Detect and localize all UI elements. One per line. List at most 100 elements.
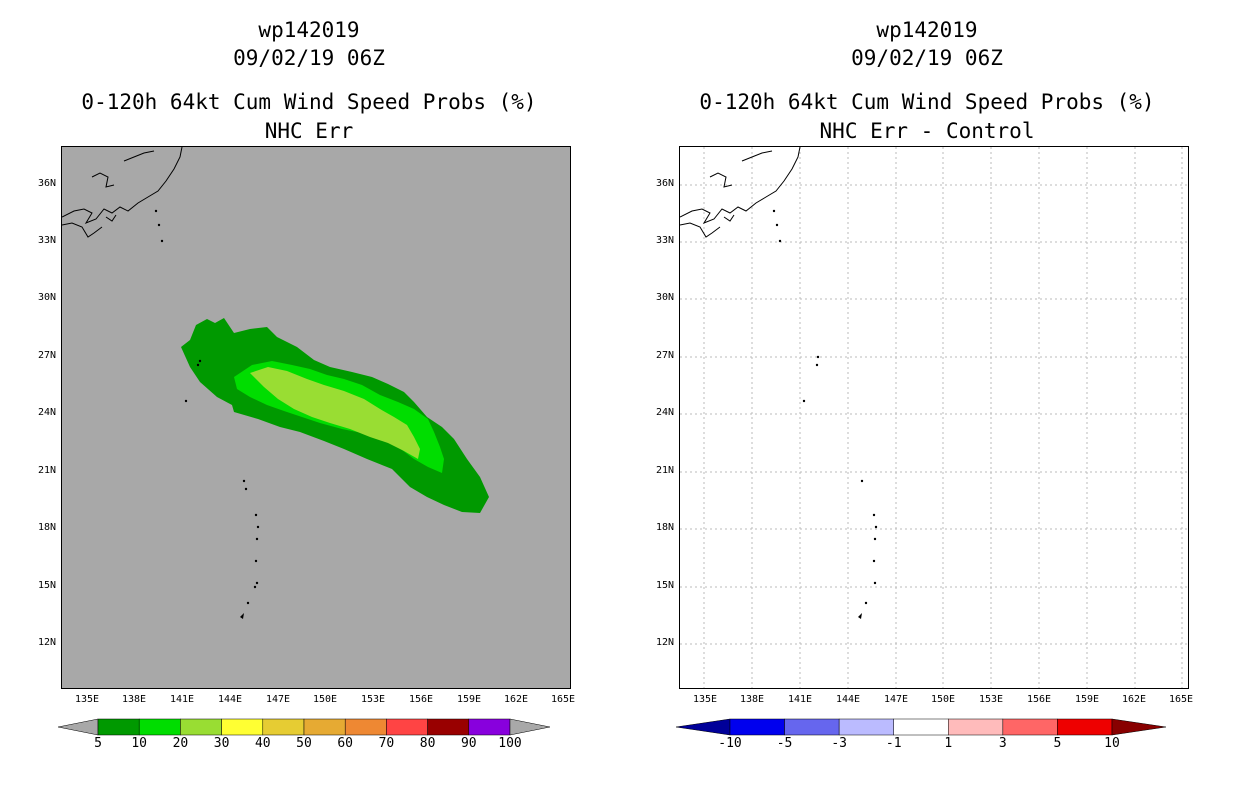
colorbar-box xyxy=(97,718,140,736)
lat-label: 33N xyxy=(655,235,674,246)
probability-map-svg xyxy=(62,147,570,688)
lon-label: 159E xyxy=(1074,694,1100,705)
product-title-right: 0-120h 64kt Cum Wind Speed Probs (%) xyxy=(699,90,1155,114)
lat-label: 30N xyxy=(37,292,56,303)
colorbar-label: 80 xyxy=(419,736,436,751)
colorbar-label: 60 xyxy=(337,736,354,751)
colorbar-end-high xyxy=(509,718,551,736)
colorbar-box xyxy=(138,718,181,736)
gridlines xyxy=(680,147,1188,688)
subtitle-right: NHC Err - Control xyxy=(819,119,1035,143)
colorbar-label: 3 xyxy=(998,736,1007,751)
islands xyxy=(154,209,260,619)
lat-label: 15N xyxy=(37,580,56,591)
lon-label: 159E xyxy=(456,694,482,705)
prob-contour-20pct xyxy=(250,367,420,459)
colorbar-box xyxy=(1002,718,1058,736)
lat-label: 24N xyxy=(655,407,674,418)
storm-id-right: wp142019 xyxy=(876,18,978,42)
lat-label: 27N xyxy=(655,350,674,361)
colorbar-box xyxy=(468,718,511,736)
lon-label: 141E xyxy=(169,694,195,705)
colorbar-end-low xyxy=(58,718,99,736)
colorbar-label: 10 xyxy=(131,736,148,751)
colorbar-box xyxy=(948,718,1004,736)
lon-label: 138E xyxy=(121,694,147,705)
colorbar-label: 1 xyxy=(944,736,953,751)
islands xyxy=(772,209,878,619)
colorbar-label: 90 xyxy=(460,736,477,751)
lon-label: 150E xyxy=(312,694,338,705)
colorbar-box xyxy=(893,718,949,736)
lat-label: 18N xyxy=(655,522,674,533)
lon-label: 153E xyxy=(360,694,386,705)
product-title-left: 0-120h 64kt Cum Wind Speed Probs (%) xyxy=(81,90,537,114)
coastlines xyxy=(62,147,183,238)
difference-map xyxy=(679,146,1189,689)
lon-label: 165E xyxy=(1168,694,1194,705)
colorbar-box xyxy=(838,718,894,736)
colorbar-label: -3 xyxy=(831,736,847,751)
colorbar-box xyxy=(729,718,785,736)
colorbar-box xyxy=(386,718,428,736)
right-panel: wp142019 09/02/19 06Z 0-120h 64kt Cum Wi… xyxy=(618,0,1236,800)
lat-label: 30N xyxy=(655,292,674,303)
colorbar-box xyxy=(784,718,840,736)
lat-label: 33N xyxy=(37,235,56,246)
coastlines xyxy=(680,147,801,238)
lat-label: 12N xyxy=(655,637,674,648)
lon-label: 162E xyxy=(503,694,529,705)
colorbar-label: 50 xyxy=(296,736,312,751)
colorbar-label: 20 xyxy=(172,736,189,751)
lon-label: 141E xyxy=(787,694,813,705)
colorbar-box xyxy=(180,718,222,736)
lat-label: 15N xyxy=(655,580,674,591)
lat-label: 21N xyxy=(37,465,56,476)
colorbar-box xyxy=(303,718,346,736)
colorbar-label: 10 xyxy=(1104,736,1120,751)
lat-label: 21N xyxy=(655,465,674,476)
colorbar-label: -10 xyxy=(718,736,742,751)
colorbar-box xyxy=(221,718,264,736)
lat-label: 27N xyxy=(37,350,56,361)
difference-map-svg xyxy=(680,147,1188,688)
colorbar-label: 5 xyxy=(94,736,102,751)
lon-label: 156E xyxy=(408,694,434,705)
colorbar-label: 70 xyxy=(378,736,395,751)
colorbar-left xyxy=(58,718,551,736)
lat-label: 24N xyxy=(37,407,56,418)
lon-label: 144E xyxy=(835,694,861,705)
lon-label: 150E xyxy=(930,694,956,705)
lon-label: 162E xyxy=(1121,694,1147,705)
subtitle-left: NHC Err xyxy=(264,119,354,143)
lon-label: 138E xyxy=(739,694,765,705)
lon-label: 135E xyxy=(692,694,718,705)
colorbar-right xyxy=(676,718,1167,736)
lon-label: 147E xyxy=(883,694,909,705)
colorbar-box xyxy=(1057,718,1113,736)
lon-label: 156E xyxy=(1026,694,1052,705)
colorbar-label: -5 xyxy=(776,736,793,751)
colorbar-box xyxy=(262,718,305,736)
lat-label: 36N xyxy=(37,178,56,189)
lon-label: 147E xyxy=(265,694,291,705)
colorbar-label: -1 xyxy=(885,736,902,751)
left-panel: wp142019 09/02/19 06Z 0-120h 64kt Cum Wi… xyxy=(37,18,576,751)
datetime-right: 09/02/19 06Z xyxy=(851,46,1003,70)
lon-label: 153E xyxy=(978,694,1004,705)
lat-label: 12N xyxy=(37,637,56,648)
colorbar-label: 5 xyxy=(1053,736,1062,751)
colorbar-end-low xyxy=(676,718,731,736)
lon-label: 165E xyxy=(550,694,576,705)
colorbar-box xyxy=(344,718,387,736)
probability-map xyxy=(61,146,571,689)
colorbar-box xyxy=(427,718,470,736)
colorbar-label: 100 xyxy=(498,736,522,751)
storm-id-left: wp142019 xyxy=(258,18,360,42)
lat-label: 18N xyxy=(37,522,56,533)
colorbar-label: 40 xyxy=(254,736,271,751)
colorbar-end-high xyxy=(1111,718,1167,736)
colorbar-label: 30 xyxy=(213,736,230,751)
lat-label: 36N xyxy=(655,178,674,189)
datetime-left: 09/02/19 06Z xyxy=(233,46,385,70)
